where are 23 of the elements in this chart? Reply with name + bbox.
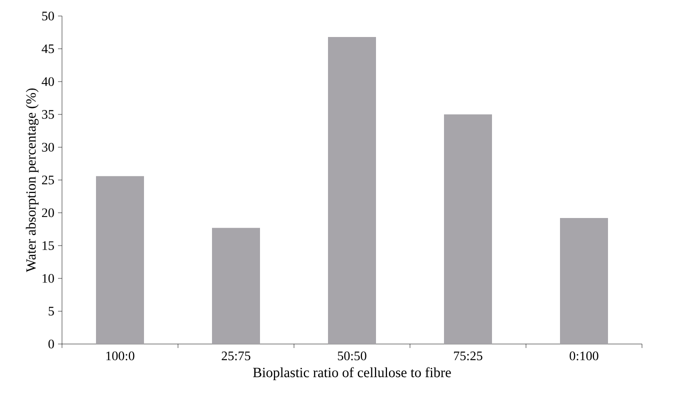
y-tick-label: 35 <box>42 110 54 119</box>
y-tick-label: 5 <box>48 306 54 316</box>
bar <box>444 114 492 344</box>
y-axis-title: Water absorption percentage (%) <box>26 88 39 272</box>
x-tick-label: 75:25 <box>454 352 482 360</box>
x-tick-label: 50:50 <box>338 352 366 360</box>
y-tick-label: 45 <box>42 44 54 54</box>
bar <box>96 176 144 344</box>
y-tick-label: 30 <box>42 142 54 152</box>
y-tick-label: 20 <box>42 208 54 218</box>
y-tick-label: 0 <box>48 340 54 348</box>
bar <box>212 228 260 344</box>
y-tick-label: 25 <box>42 176 54 184</box>
x-axis-title: Bioplastic ratio of cellulose to fibre <box>253 367 451 380</box>
y-tick-label: 40 <box>42 77 54 86</box>
y-tick-label: 10 <box>42 274 54 283</box>
y-tick-label: 50 <box>42 12 54 20</box>
x-tick-label: 0:100 <box>570 352 598 360</box>
bar <box>560 218 608 344</box>
x-tick-label: 25:75 <box>222 352 250 360</box>
y-tick-label: 15 <box>42 241 54 250</box>
bar <box>328 36 376 344</box>
x-tick-label: 100:0 <box>106 352 134 360</box>
